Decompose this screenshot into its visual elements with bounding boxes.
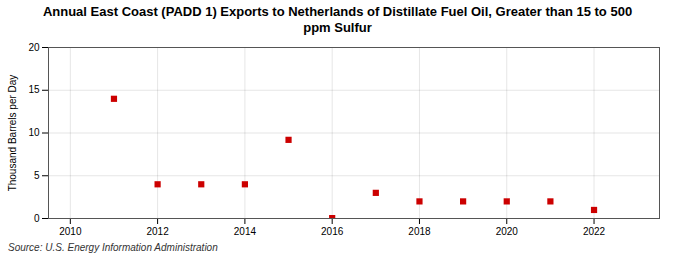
svg-text:10: 10 bbox=[28, 127, 40, 138]
svg-text:20: 20 bbox=[28, 42, 40, 53]
svg-text:2020: 2020 bbox=[496, 226, 519, 237]
html-text:Source: U.S. Energy Informatio: Source: U.S. Energy Information Administ… bbox=[8, 242, 218, 254]
svg-text:2018: 2018 bbox=[408, 226, 431, 237]
svg-text:5: 5 bbox=[34, 170, 40, 181]
svg-text:2016: 2016 bbox=[321, 226, 344, 237]
html-text:Annual East Coast (PADD 1) Exp: Annual East Coast (PADD 1) Exports to Ne… bbox=[42, 4, 633, 35]
svg-text:0: 0 bbox=[34, 213, 40, 224]
svg-text:2014: 2014 bbox=[234, 226, 257, 237]
svg-text:2010: 2010 bbox=[59, 226, 82, 237]
svg-text:2022: 2022 bbox=[583, 226, 606, 237]
svg-text:2012: 2012 bbox=[146, 226, 169, 237]
svg-text:Thousand Barrels per Day: Thousand Barrels per Day bbox=[7, 75, 18, 192]
svg-text:15: 15 bbox=[28, 85, 40, 96]
